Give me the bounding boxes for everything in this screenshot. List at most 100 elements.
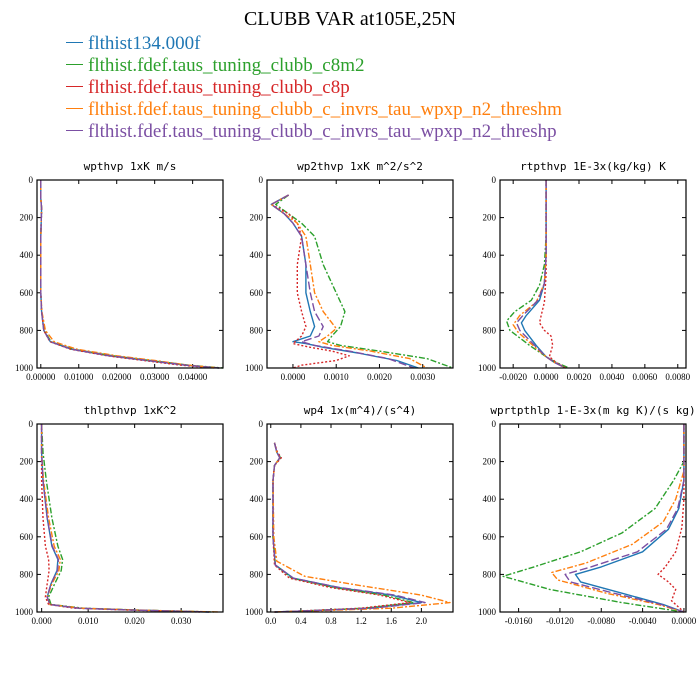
x-tick-label: 0.4 — [295, 616, 307, 626]
series-line-5 — [564, 424, 685, 613]
series-line-2 — [40, 180, 224, 369]
panel-6: wprtpthlp 1-E-3x(m kg K)/(s kg) -0.0160 -0… — [478, 404, 697, 626]
legend-swatch-5 — [66, 130, 83, 132]
y-tick-label: 0 — [259, 419, 264, 429]
y-tick-label: 1000 — [478, 607, 497, 617]
legend-label-4: flthist.fdef.taus_tuning_clubb_c_invrs_t… — [88, 99, 562, 120]
x-tick-label: -0.0020 — [499, 372, 527, 382]
series-line-5 — [270, 194, 415, 369]
panel-title: thlpthvp 1xK^2 — [84, 404, 177, 417]
series-line-1 — [270, 194, 419, 369]
x-tick-label: 0.0020 — [367, 372, 392, 382]
y-tick-label: 600 — [250, 532, 264, 542]
series-line-4 — [40, 180, 220, 369]
legend-swatch-2 — [66, 64, 83, 66]
series-line-1 — [40, 424, 210, 613]
y-tick-label: 200 — [20, 457, 34, 467]
x-tick-label: 0.00000 — [26, 372, 56, 382]
x-tick-label: -0.0160 — [505, 616, 533, 626]
x-tick-label: 0.0020 — [567, 372, 592, 382]
y-tick-label: 1000 — [15, 363, 34, 373]
plot-frame — [499, 179, 687, 369]
x-tick-label: 0.0000 — [534, 372, 559, 382]
series-line-2 — [275, 194, 454, 369]
y-tick-label: 1000 — [245, 363, 264, 373]
plot-frame — [499, 423, 687, 613]
figure-title: CLUBB VAR at105E,25N — [243, 8, 457, 30]
legend-swatch-4 — [66, 108, 83, 110]
x-tick-label: -0.0040 — [629, 616, 657, 626]
x-tick-label: 0.0010 — [324, 372, 349, 382]
x-tick-label: 1.6 — [386, 616, 398, 626]
series-line-1 — [520, 180, 567, 369]
x-tick-label: 0.030 — [171, 616, 192, 626]
series-line-5 — [40, 424, 210, 613]
x-tick-label: 0.01000 — [64, 372, 94, 382]
legend-swatch-3 — [66, 86, 83, 88]
y-tick-label: 0 — [492, 175, 497, 185]
y-tick-label: 0 — [259, 175, 264, 185]
y-tick-label: 0 — [29, 175, 34, 185]
legend-label-2: flthist.fdef.taus_tuning_clubb_c8m2 — [88, 55, 365, 76]
y-tick-label: 800 — [483, 325, 497, 335]
panel-3: rtpthvp 1E-3x(kg/kg) K -0.0020 0.0000 0.002… — [478, 160, 691, 382]
series-line-2 — [505, 180, 570, 369]
legend-label-1: flthist134.000f — [88, 33, 201, 54]
x-tick-label: -0.0080 — [587, 616, 615, 626]
x-tick-label: 0.8 — [325, 616, 337, 626]
y-tick-label: 800 — [20, 569, 34, 579]
y-tick-label: 600 — [483, 532, 497, 542]
series-line-5 — [272, 442, 426, 613]
series-line-3 — [270, 194, 350, 369]
series-line-4 — [551, 424, 685, 613]
y-tick-label: 0 — [29, 419, 34, 429]
plot-frame — [266, 179, 454, 369]
series-line-3 — [40, 424, 200, 613]
panel-2: wp2thvp 1xK m^2/s^2 0.0000 0.0010 0.0020 0.0… — [245, 160, 454, 382]
series-line-4 — [270, 194, 428, 369]
x-tick-label: 0.0080 — [665, 372, 690, 382]
y-tick-label: 1000 — [15, 607, 34, 617]
series-line-3 — [657, 424, 685, 613]
series-line-3 — [272, 442, 411, 613]
y-tick-label: 400 — [483, 494, 497, 504]
panel-title: wpthvp 1xK m/s — [84, 160, 177, 173]
series-line-5 — [515, 180, 567, 369]
plot-frame — [266, 423, 454, 613]
legend: flthist134.000f flthist.fdef.taus_tuning… — [66, 33, 562, 143]
y-tick-label: 800 — [250, 325, 264, 335]
legend-item-2: flthist.fdef.taus_tuning_clubb_c8m2 — [66, 55, 562, 77]
y-tick-label: 600 — [20, 532, 34, 542]
x-tick-label: 0.04000 — [178, 372, 208, 382]
panel-title: wp4 1x(m^4)/(s^4) — [304, 404, 417, 417]
legend-item-4: flthist.fdef.taus_tuning_clubb_c_invrs_t… — [66, 99, 562, 121]
y-tick-label: 800 — [483, 569, 497, 579]
y-tick-label: 600 — [20, 288, 34, 298]
panel-title: rtpthvp 1E-3x(kg/kg) K — [520, 160, 666, 173]
panel-4: thlpthvp 1xK^2 0.000 0.010 0.020 0.030 0 200 40… — [15, 404, 224, 626]
x-tick-label: 2.0 — [416, 616, 428, 626]
y-tick-label: 0 — [492, 419, 497, 429]
x-tick-label: 0.0000 — [672, 616, 697, 626]
x-tick-label: 0.010 — [78, 616, 99, 626]
y-tick-label: 200 — [250, 213, 264, 223]
legend-label-3: flthist.fdef.taus_tuning_clubb_c8p — [88, 77, 350, 98]
y-tick-label: 400 — [483, 250, 497, 260]
legend-item-3: flthist.fdef.taus_tuning_clubb_c8p — [66, 77, 562, 99]
y-tick-label: 200 — [20, 213, 34, 223]
plot-frame — [36, 423, 224, 613]
x-tick-label: 0.0000 — [281, 372, 306, 382]
series-line-3 — [538, 180, 567, 369]
panel-title: wp2thvp 1xK m^2/s^2 — [297, 160, 423, 173]
series-line-4 — [40, 424, 219, 613]
y-tick-label: 600 — [250, 288, 264, 298]
series-line-4 — [272, 442, 451, 613]
x-tick-label: 0.02000 — [102, 372, 132, 382]
x-tick-label: 0.0030 — [410, 372, 435, 382]
panel-title: wprtpthlp 1-E-3x(m kg K)/(s kg) — [490, 404, 695, 417]
y-tick-label: 200 — [483, 457, 497, 467]
y-tick-label: 200 — [250, 457, 264, 467]
x-tick-label: -0.0120 — [546, 616, 574, 626]
x-tick-label: 1.2 — [356, 616, 367, 626]
legend-swatch-1 — [66, 42, 83, 44]
